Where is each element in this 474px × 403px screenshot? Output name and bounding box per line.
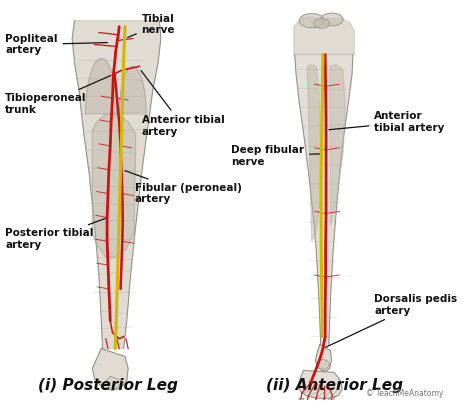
Polygon shape: [298, 370, 342, 398]
Text: (i) Posterior Leg: (i) Posterior Leg: [38, 378, 178, 393]
Polygon shape: [92, 114, 136, 257]
Text: Anterior tibial
artery: Anterior tibial artery: [141, 71, 224, 137]
Text: Anterior
tibial artery: Anterior tibial artery: [329, 111, 445, 133]
Polygon shape: [329, 64, 346, 225]
Polygon shape: [101, 376, 121, 390]
Text: (ii) Anterior Leg: (ii) Anterior Leg: [265, 378, 402, 393]
Polygon shape: [317, 360, 329, 369]
Text: Fibular (peroneal)
artery: Fibular (peroneal) artery: [125, 170, 242, 204]
Polygon shape: [304, 401, 310, 403]
Polygon shape: [320, 401, 327, 403]
Polygon shape: [315, 345, 331, 371]
Polygon shape: [313, 19, 329, 28]
Polygon shape: [312, 401, 319, 403]
Text: Tibial
nerve: Tibial nerve: [128, 14, 175, 37]
Polygon shape: [295, 54, 353, 345]
Polygon shape: [299, 14, 324, 28]
Polygon shape: [86, 58, 117, 114]
Polygon shape: [321, 13, 343, 26]
Polygon shape: [297, 398, 304, 402]
Text: Tibioperoneal
trunk: Tibioperoneal trunk: [5, 75, 111, 115]
Text: Popliteal
artery: Popliteal artery: [5, 34, 108, 55]
Text: Posterior tibial
artery: Posterior tibial artery: [5, 218, 105, 250]
Polygon shape: [92, 349, 128, 390]
Polygon shape: [328, 397, 335, 401]
Text: Deep fibular
nerve: Deep fibular nerve: [231, 145, 319, 166]
Polygon shape: [119, 66, 146, 114]
Text: Dorsalis pedis
artery: Dorsalis pedis artery: [326, 294, 457, 347]
Polygon shape: [307, 64, 321, 241]
Polygon shape: [72, 21, 161, 349]
Polygon shape: [294, 17, 354, 54]
Text: © TeachMeAnatomy: © TeachMeAnatomy: [366, 389, 444, 398]
